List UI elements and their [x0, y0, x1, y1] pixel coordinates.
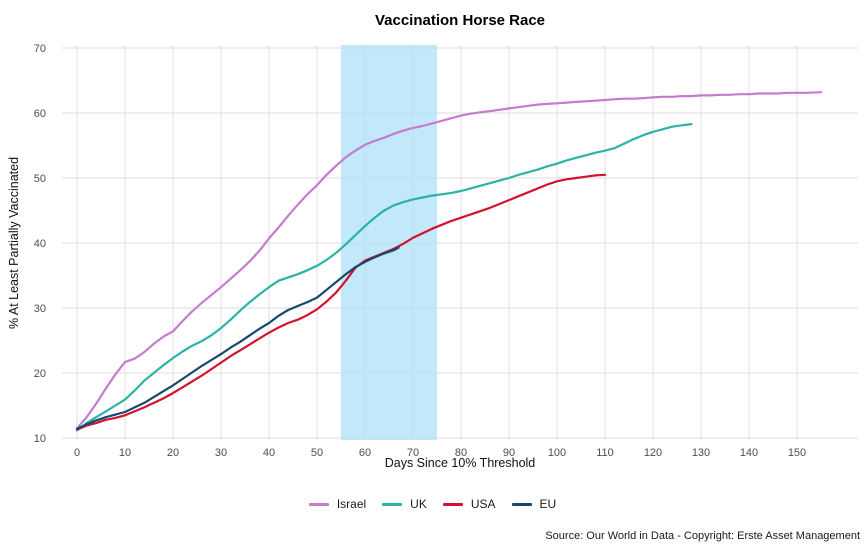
x-tick-label: 0 [74, 447, 80, 459]
x-tick-label: 50 [311, 447, 323, 459]
tick-labels: 0 10 20 30 40 50 60 70 80 90 100 110 120 130 140 150 10 2… [34, 43, 806, 459]
line-series-uk [75, 122, 693, 432]
y-tick-label: 20 [34, 368, 46, 380]
legend-key-eu [511, 502, 532, 506]
line-series-eu [75, 246, 400, 430]
x-tick-label: 10 [119, 447, 131, 459]
chart-title: Vaccination Horse Race [374, 12, 546, 29]
line-series-israel [75, 91, 823, 430]
x-tick-label: 110 [596, 447, 614, 459]
y-tick-label: 60 [34, 108, 46, 120]
legend-item-usa: USA [442, 497, 496, 511]
x-tick-label: 60 [359, 447, 371, 459]
x-tick-label: 80 [455, 447, 467, 459]
x-tick-label: 20 [167, 447, 179, 459]
legend-key-usa [442, 502, 463, 506]
legend-label: USA [470, 497, 496, 511]
legend-label: UK [410, 497, 427, 511]
x-axis-title: Days Since 10% Threshold [384, 456, 536, 470]
x-tick-label: 40 [263, 447, 275, 459]
gridlines [62, 45, 858, 440]
y-tick-label: 50 [34, 173, 46, 185]
legend-item-eu: EU [511, 497, 557, 511]
legend-label: EU [539, 497, 557, 511]
source-caption: Source: Our World in Data - Copyright: E… [545, 530, 860, 542]
legend-label: Israel [336, 497, 367, 511]
legend-key-israel [308, 502, 329, 506]
x-tick-label: 150 [788, 447, 806, 459]
legend-item-uk: UK [382, 497, 427, 511]
x-tick-label: 70 [407, 447, 419, 459]
shaded-band [341, 45, 437, 440]
x-tick-label: 100 [548, 447, 566, 459]
y-tick-label: 40 [34, 238, 46, 250]
y-tick-label: 70 [34, 43, 46, 55]
x-tick-label: 90 [503, 447, 515, 459]
x-tick-label: 140 [740, 447, 758, 459]
y-tick-label: 10 [34, 433, 46, 445]
x-tick-label: 120 [644, 447, 662, 459]
y-tick-label: 30 [34, 303, 46, 315]
line-series-usa [75, 173, 607, 431]
x-tick-label: 130 [692, 447, 710, 459]
x-tick-label: 30 [215, 447, 227, 459]
y-axis-title: % At Least Partially Vaccinated [7, 156, 21, 330]
legend-item-israel: Israel [308, 497, 367, 511]
legend: Israel UK USA EU [0, 497, 865, 511]
legend-key-uk [382, 502, 403, 506]
